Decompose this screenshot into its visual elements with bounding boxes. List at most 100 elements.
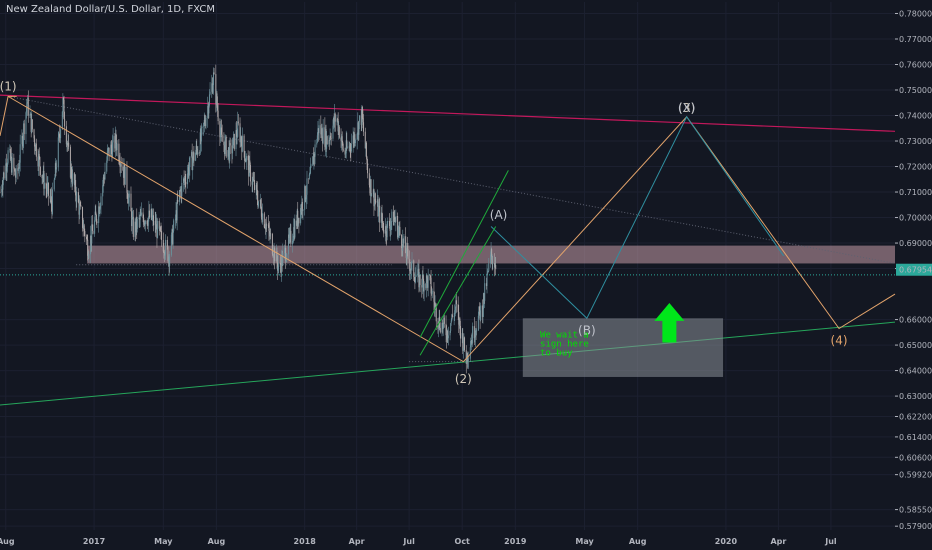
candle-body	[107, 149, 109, 152]
candle-body	[9, 148, 11, 151]
y-tick-label: 0.72000	[899, 163, 932, 172]
candle-body	[409, 259, 411, 272]
candle-body	[397, 229, 399, 238]
candle-body	[434, 304, 436, 308]
candle-body	[66, 143, 68, 145]
candle-body	[425, 275, 427, 289]
candle-body	[402, 238, 404, 244]
candle-body	[200, 132, 202, 142]
candle-body	[252, 179, 254, 185]
candle-body	[427, 275, 429, 288]
candle-body	[336, 118, 338, 122]
candle-body	[235, 130, 237, 150]
x-tick-label: Jul	[824, 537, 837, 546]
candle-body	[119, 162, 121, 167]
candle-body	[155, 224, 157, 230]
candle-body	[228, 147, 230, 162]
candle-body	[237, 121, 239, 137]
candle-body	[86, 239, 88, 240]
candle-body	[495, 264, 497, 270]
candle-body	[217, 110, 219, 122]
y-tick-label: 0.77000	[899, 35, 932, 44]
candle-body	[244, 160, 246, 162]
candle-body	[43, 170, 45, 189]
candle-body	[451, 314, 453, 321]
y-tick-label: 0.73000	[899, 137, 932, 146]
candle-body	[132, 216, 134, 218]
candle-body	[148, 210, 150, 218]
candle-body	[45, 182, 47, 189]
candle-body	[469, 347, 471, 359]
x-tick-label: 2017	[83, 537, 105, 546]
candle-body	[266, 224, 268, 226]
candle-body	[15, 175, 17, 178]
candle-body	[112, 142, 114, 158]
candle-body	[342, 149, 344, 151]
candle-body	[356, 133, 358, 140]
candle-body	[107, 147, 109, 150]
x-tick-label: Apr	[770, 537, 786, 546]
candle-body	[285, 247, 287, 262]
candle-body	[26, 103, 28, 108]
support-trendline	[0, 321, 896, 406]
candle-body	[467, 359, 469, 362]
candle-body	[135, 221, 137, 232]
candle-body	[240, 136, 242, 143]
candle-body	[228, 147, 230, 151]
candle-body	[300, 208, 302, 212]
candle-body	[320, 128, 322, 135]
candle-body	[475, 330, 477, 332]
candle-body	[94, 211, 96, 221]
candle-body	[293, 227, 295, 240]
y-tick-label: 0.59920	[899, 471, 932, 480]
candle-body	[383, 229, 385, 234]
candle-body	[296, 220, 298, 226]
candle-body	[172, 229, 174, 245]
candle-body	[481, 305, 483, 317]
candle-body	[132, 216, 134, 237]
candle-body	[367, 163, 369, 174]
time-axis[interactable]: Aug 2017 May Aug 2018 Apr Jul Oct 2019 May Aug 2020…	[0, 537, 837, 546]
candle-body	[422, 274, 424, 279]
y-tick-label: 0.70000	[899, 214, 932, 223]
wave-label: (4)	[831, 333, 848, 347]
candle-body	[263, 213, 265, 228]
candle-body	[317, 128, 319, 136]
candle-body	[108, 147, 110, 157]
price-axis[interactable]: 0.78000 0.77000 0.76000 0.75000 0.74000 0.730…	[895, 9, 932, 531]
candle-body	[50, 196, 52, 205]
candle-body	[470, 345, 472, 348]
candle-body	[366, 157, 368, 164]
candle-body	[438, 327, 440, 329]
candle-body	[443, 317, 445, 324]
candle-body	[349, 144, 351, 148]
candle-body	[120, 164, 122, 167]
candle-body	[423, 278, 425, 292]
candle-body	[116, 143, 118, 150]
candle-body	[401, 247, 403, 251]
candle-body	[435, 304, 437, 306]
candle-body	[179, 190, 181, 191]
candle-body	[462, 348, 464, 351]
candle-body	[368, 173, 370, 186]
y-tick-label: 0.57900	[899, 522, 932, 531]
candle-body	[494, 263, 496, 268]
candle-body	[187, 167, 189, 174]
candle-body	[196, 149, 198, 155]
candle-body	[39, 156, 41, 167]
candle-body	[260, 199, 262, 207]
candle-body	[229, 143, 231, 162]
candle-body	[37, 156, 39, 167]
candle-body	[128, 197, 130, 204]
candle-body	[247, 156, 249, 161]
candle-body	[203, 122, 205, 127]
candle-body	[219, 121, 221, 138]
candle-body	[42, 177, 44, 179]
candle-body	[277, 266, 279, 271]
candle-body	[90, 235, 92, 255]
candle-body	[225, 137, 227, 141]
candle-body	[17, 168, 19, 171]
candle-body	[483, 293, 485, 310]
